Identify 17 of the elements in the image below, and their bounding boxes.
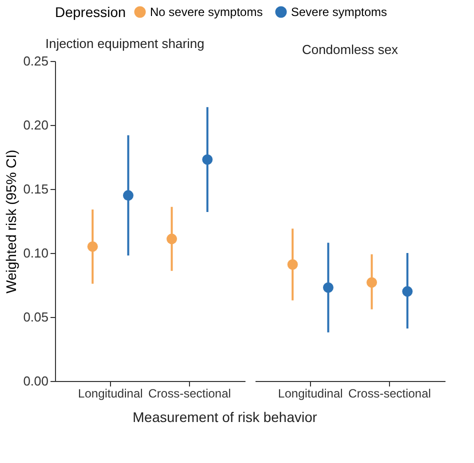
x-tick-label: Cross-sectional [348,386,431,400]
x-tick-label: Cross-sectional [148,386,231,400]
y-tick-label: 0.15 [23,182,48,196]
chart-title: Injection equipment sharing [45,36,204,51]
legend-label: No severe symptoms [150,5,263,19]
legend-title: Depression [55,4,126,20]
y-tick-label: 0.25 [23,54,48,68]
legend-label: Severe symptoms [291,5,388,19]
x-tick-label: Longitudinal [78,386,143,400]
y-tick-label: 0.10 [23,246,48,260]
x-tick-label: Longitudinal [278,386,343,400]
y-tick-label: 0.00 [23,374,48,388]
chart-title: Condomless sex [302,42,399,57]
y-axis-title: Weighted risk (95% CI) [3,150,20,294]
y-tick-label: 0.20 [23,118,48,132]
x-axis-title: Measurement of risk behavior [132,409,318,425]
y-tick-label: 0.05 [23,310,48,324]
